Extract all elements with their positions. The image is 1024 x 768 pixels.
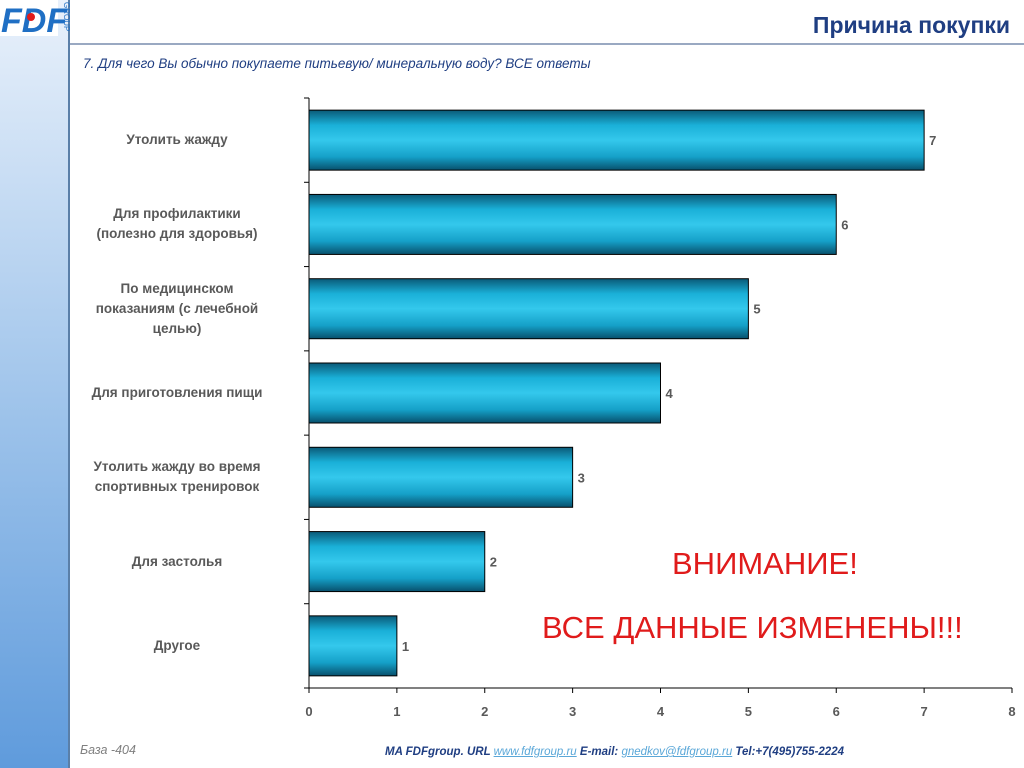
category-label-line: По медицинском	[120, 280, 234, 296]
footer-tel: Tel:+7(495)755-2224	[732, 746, 844, 758]
warning-title: ВНИМАНИЕ!	[672, 546, 858, 581]
bar	[308, 109, 925, 171]
bar-value-label: 2	[490, 555, 497, 570]
category-label-line: показаниям (с лечебной	[95, 300, 259, 316]
footer-email-link[interactable]: gnedkov@fdfgroup.ru	[621, 746, 733, 758]
footer-url-link[interactable]: www.fdfgroup.ru	[493, 746, 577, 758]
bar	[308, 193, 837, 255]
fdf-logo: FDF GROUP	[0, 0, 70, 40]
category-label-line: Утолить жажду	[126, 132, 228, 148]
x-tick-label: 3	[569, 704, 576, 719]
x-tick-label: 5	[745, 704, 752, 719]
sidebar-gradient	[0, 0, 68, 768]
category-label-line: Другое	[153, 637, 201, 653]
x-tick-label: 1	[393, 704, 400, 719]
x-tick-label: 7	[921, 704, 928, 719]
bar-value-label: 7	[929, 133, 936, 148]
category-label: Другое	[57, 636, 297, 656]
bar-value-label: 3	[578, 470, 585, 485]
category-label-line: Для профилактики	[113, 206, 241, 222]
page-title: Причина покупки	[812, 12, 1010, 38]
bar-value-label: 5	[753, 302, 760, 317]
category-label: Для приготовления пищи	[57, 383, 297, 403]
category-label-line: Утолить жажду во время	[93, 459, 261, 475]
bar-value-label: 4	[666, 386, 674, 401]
bar	[308, 278, 749, 340]
warning-message: ВСЕ ДАННЫЕ ИЗМЕНЕНЫ!!!	[542, 610, 963, 645]
header-rule	[70, 43, 1024, 45]
x-tick-label: 2	[481, 704, 488, 719]
x-tick-label: 8	[1008, 704, 1015, 719]
logo-side-text: GROUP	[62, 2, 70, 31]
category-label: Для застолья	[57, 552, 297, 572]
bar	[308, 615, 398, 677]
base-count: База -404	[80, 743, 136, 757]
category-label-line: целью)	[152, 320, 202, 336]
footer-contacts: MA FDFgroup. URL www.fdfgroup.ru E-mail:…	[385, 746, 844, 758]
category-label-line: спортивных тренировок	[94, 479, 260, 495]
bar	[308, 531, 486, 593]
footer-prefix: MA FDFgroup. URL	[385, 746, 494, 758]
footer-email-label: E-mail:	[576, 746, 622, 758]
bar-value-label: 1	[402, 639, 409, 654]
category-label: По медицинском показаниям (с лечебной цель…	[57, 279, 297, 339]
logo-text: FDF	[1, 2, 68, 40]
sidebar-divider	[68, 0, 70, 768]
category-label-line: Для приготовления пищи	[91, 385, 263, 400]
bar	[308, 362, 661, 424]
x-tick-label: 4	[657, 704, 665, 719]
category-label: Утолить жажду во время спортивных трениро…	[57, 457, 297, 497]
x-tick-label: 6	[833, 704, 840, 719]
category-label: Для профилактики (полезно для здоровья)	[57, 204, 297, 244]
logo-dot	[27, 13, 35, 21]
category-label: Утолить жажду	[57, 130, 297, 150]
question-text: 7. Для чего Вы обычно покупаете питьевую…	[83, 56, 591, 71]
category-label-line: Для застолья	[131, 553, 223, 569]
bar-value-label: 6	[841, 217, 848, 232]
category-label-line: (полезно для здоровья)	[96, 226, 258, 242]
bar	[308, 446, 574, 508]
x-tick-label: 0	[305, 704, 312, 719]
